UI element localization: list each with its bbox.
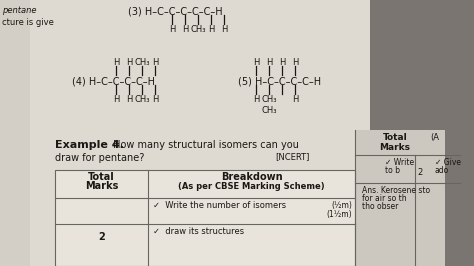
Bar: [370, 0, 474, 266]
Text: to b: to b: [385, 166, 400, 175]
Text: H: H: [279, 58, 285, 67]
Text: (A: (A: [430, 133, 439, 142]
Text: Total: Total: [383, 133, 407, 142]
Text: H: H: [113, 95, 119, 104]
Text: H: H: [221, 25, 227, 34]
Text: [NCERT]: [NCERT]: [275, 152, 310, 161]
Text: Breakdown: Breakdown: [221, 172, 283, 182]
Text: H: H: [253, 95, 259, 104]
Bar: [55, 170, 355, 266]
Text: H: H: [253, 58, 259, 67]
Text: H: H: [113, 58, 119, 67]
Text: ✓ Write: ✓ Write: [385, 158, 414, 167]
Bar: [30, 0, 370, 266]
Text: H: H: [126, 58, 132, 67]
Text: How many structural isomers can you: How many structural isomers can you: [110, 140, 299, 150]
Text: for air so th: for air so th: [362, 194, 407, 203]
Text: (3) H–C–C–C–C–C–H: (3) H–C–C–C–C–C–H: [128, 6, 223, 16]
Text: H: H: [152, 95, 158, 104]
Bar: [355, 130, 445, 266]
Text: (½m): (½m): [331, 201, 352, 210]
Text: Marks: Marks: [380, 143, 410, 152]
Text: H: H: [292, 58, 298, 67]
Text: H: H: [182, 25, 188, 34]
Text: Marks: Marks: [85, 181, 118, 191]
Text: ado: ado: [435, 166, 449, 175]
Text: draw for pentane?: draw for pentane?: [55, 153, 145, 163]
Text: (As per CBSE Marking Scheme): (As per CBSE Marking Scheme): [178, 182, 325, 191]
Text: CH₃: CH₃: [190, 25, 206, 34]
Text: H: H: [266, 58, 272, 67]
Text: H: H: [208, 25, 214, 34]
Text: (5) H–C–C–C–C–H: (5) H–C–C–C–C–H: [238, 76, 321, 86]
Bar: [0, 0, 30, 266]
Text: tho obser: tho obser: [362, 202, 398, 211]
Text: H: H: [126, 95, 132, 104]
Text: H: H: [169, 25, 175, 34]
Text: Total: Total: [88, 172, 115, 182]
Text: H: H: [152, 58, 158, 67]
Text: CH₃: CH₃: [261, 106, 277, 115]
Text: CH₃: CH₃: [134, 58, 150, 67]
Text: CH₃: CH₃: [261, 95, 277, 104]
Text: ✓ Give: ✓ Give: [435, 158, 461, 167]
Text: pentane: pentane: [2, 6, 36, 15]
Text: (4) H–C–C–C–C–H: (4) H–C–C–C–C–H: [72, 76, 155, 86]
Text: Ans. Kerosene sto: Ans. Kerosene sto: [362, 186, 430, 195]
Text: ✓  draw its structures: ✓ draw its structures: [153, 227, 244, 236]
Text: CH₃: CH₃: [134, 95, 150, 104]
Text: H: H: [292, 95, 298, 104]
Text: (1½m): (1½m): [327, 210, 352, 219]
Text: ✓  Write the number of isomers: ✓ Write the number of isomers: [153, 201, 286, 210]
Text: 2: 2: [418, 168, 423, 177]
Text: Example 4.: Example 4.: [55, 140, 124, 150]
Text: 2: 2: [98, 232, 105, 242]
Text: cture is give: cture is give: [2, 18, 54, 27]
